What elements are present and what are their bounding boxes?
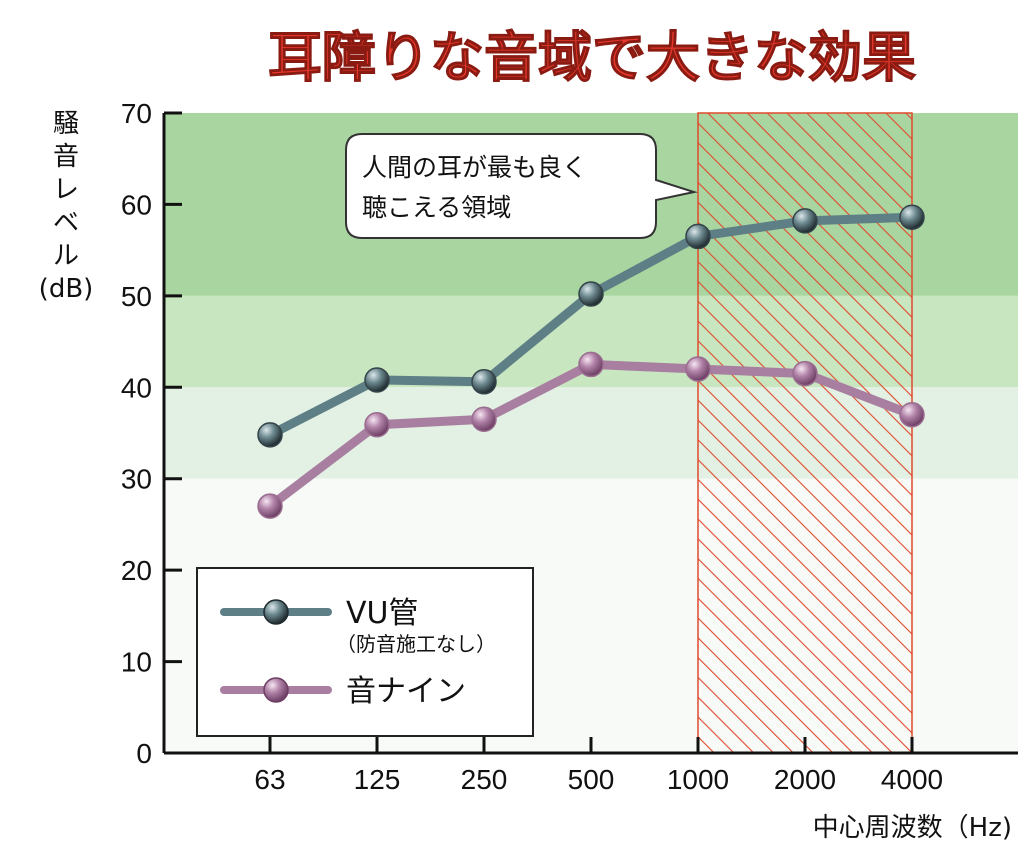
x-axis-label: 中心周波数（Hz) (813, 813, 1012, 843)
series-point-0 (685, 223, 711, 250)
series-point-0 (364, 367, 390, 393)
series-point-1 (578, 351, 604, 378)
legend-label-vu: VU管 (346, 596, 418, 631)
x-tick-label: 2000 (774, 764, 836, 795)
y-ticks: 0 10 20 30 40 50 60 70 (121, 98, 182, 769)
callout-line-1: 人間の耳が最も良く (362, 153, 587, 182)
series-point-0 (578, 281, 604, 307)
y-tick-label: 70 (121, 98, 152, 129)
y-label-char: ベ (53, 208, 79, 238)
legend-box (196, 567, 534, 737)
series-point-1 (899, 401, 925, 428)
x-tick-label: 250 (461, 764, 508, 795)
series-point-1 (792, 360, 818, 387)
y-tick-label: 40 (121, 372, 152, 403)
x-tick-label: 63 (254, 764, 285, 795)
series-point-1 (685, 356, 711, 382)
highlight-callout: 人間の耳が最も良く 聴こえる領域 (345, 133, 698, 239)
legend-note-vu: （防音施工なし） (336, 632, 496, 656)
legend-marker-vu (263, 599, 289, 625)
y-label-char: 音 (53, 142, 79, 172)
y-label-char: レ (53, 175, 79, 205)
series-group (257, 204, 925, 519)
y-label-char: ル (53, 241, 79, 271)
x-tick-label: 500 (568, 764, 615, 795)
legend-marker-on (263, 677, 289, 703)
callout-bubble (345, 133, 698, 239)
series-point-0 (899, 204, 925, 230)
legend: VU管 （防音施工なし） 音ナイン (196, 567, 534, 737)
series-point-0 (471, 369, 497, 395)
series-point-0 (792, 208, 818, 234)
series-point-1 (257, 493, 283, 519)
y-tick-label: 60 (121, 189, 152, 220)
y-tick-label: 50 (121, 281, 152, 312)
x-tick-label: 125 (354, 764, 401, 795)
series-point-1 (471, 406, 497, 433)
y-tick-label: 20 (121, 555, 152, 586)
x-tick-label: 1000 (667, 764, 729, 795)
series-point-1 (364, 412, 390, 438)
y-axis-label: 騒音レベル(dB) (39, 109, 94, 304)
series-point-0 (257, 422, 283, 448)
legend-label-on: 音ナイン (346, 674, 466, 709)
chart-title: 耳障りな音域で大きな効果 (268, 26, 916, 89)
y-tick-label: 30 (121, 464, 152, 495)
callout-line-2: 聴こえる領域 (362, 193, 511, 222)
y-tick-label: 0 (136, 738, 152, 769)
y-label-char: 騒 (53, 109, 79, 139)
y-tick-label: 10 (121, 647, 152, 678)
x-ticks: 63 125 250 500 1000 2000 4000 (254, 737, 943, 795)
x-tick-label: 4000 (881, 764, 943, 795)
y-label-char: (dB) (39, 274, 94, 304)
